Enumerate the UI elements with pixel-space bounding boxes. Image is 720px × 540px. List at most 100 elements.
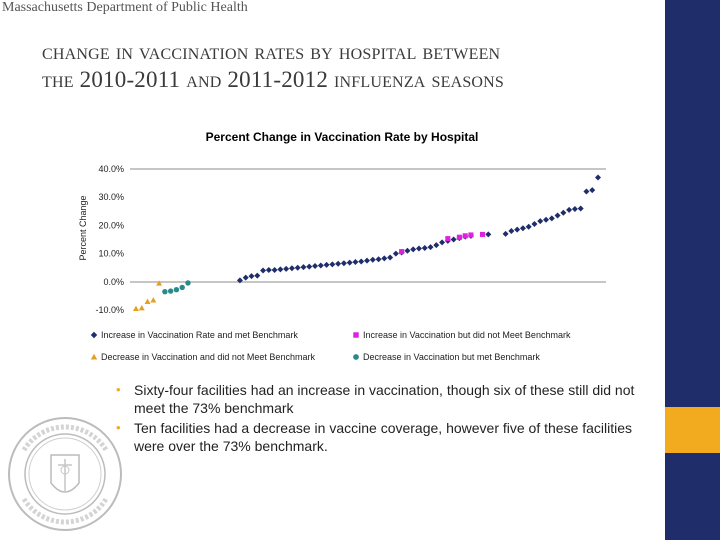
data-point-diamond	[571, 206, 578, 213]
data-point-diamond	[525, 223, 532, 230]
organization-header: Massachusetts Department of Public Healt…	[2, 0, 248, 15]
data-point-diamond	[583, 188, 590, 195]
legend-label: Decrease in Vaccination but met Benchmar…	[363, 352, 540, 362]
legend-label: Increase in Vaccination Rate and met Ben…	[101, 330, 298, 340]
y-tick-label: 10.0%	[98, 249, 124, 259]
legend-marker-square	[353, 332, 359, 338]
data-point-diamond	[358, 258, 365, 265]
data-point-circle	[179, 284, 185, 291]
y-tick-label: -10.0%	[95, 305, 124, 315]
y-axis-label: Percent Change	[78, 195, 88, 260]
data-point-square	[479, 231, 486, 237]
bullet-text: Sixty-four facilities had an increase in…	[134, 382, 635, 416]
data-point-diamond	[323, 261, 330, 268]
data-point-diamond	[288, 265, 295, 272]
slide-title-line-2: the 2010-2011 and 2011-2012 Influenza Se…	[42, 67, 505, 92]
data-point-diamond	[433, 242, 440, 249]
data-point-diamond	[450, 236, 457, 243]
data-point-diamond	[340, 260, 347, 267]
legend-marker-circle	[353, 354, 359, 360]
bullet-item: • Ten facilities had a decrease in vaccin…	[116, 419, 656, 455]
data-point-circle	[185, 280, 191, 286]
legend-label: Decrease in Vaccination and did not Meet…	[101, 352, 315, 362]
data-point-diamond	[375, 256, 382, 263]
y-tick-label: 0.0%	[103, 277, 124, 287]
data-point-square	[462, 233, 468, 239]
data-point-square	[445, 236, 451, 242]
data-point-diamond	[537, 218, 544, 225]
y-tick-label: 40.0%	[98, 164, 124, 174]
data-point-diamond	[543, 216, 550, 223]
data-point-diamond	[260, 267, 267, 274]
data-point-circle	[167, 288, 174, 294]
data-point-diamond	[277, 266, 284, 273]
bullet-list: • Sixty-four facilities had an increase i…	[116, 381, 656, 457]
data-point-diamond	[508, 228, 515, 235]
data-point-triangle	[150, 297, 157, 303]
data-point-triangle	[138, 305, 145, 311]
data-point-diamond	[410, 246, 417, 253]
data-point-diamond	[364, 257, 370, 264]
data-point-square	[399, 249, 405, 255]
y-axis-ticks: 40.0% 30.0% 20.0% 10.0% 0.0% -10.0%	[95, 164, 124, 315]
data-point-triangle	[156, 280, 163, 286]
y-tick-label: 20.0%	[98, 220, 124, 230]
data-point-circle	[162, 288, 168, 295]
y-tick-label: 30.0%	[98, 192, 124, 202]
data-point-diamond	[271, 266, 278, 273]
data-point-diamond	[306, 263, 313, 270]
data-point-circle	[173, 286, 180, 293]
data-point-diamond	[554, 212, 561, 219]
data-point-diamond	[329, 261, 336, 268]
legend-marker-diamond	[90, 331, 98, 339]
chart-legend: Increase in Vaccination Rate and met Ben…	[90, 330, 571, 362]
bullet-text: Ten facilities had a decrease in vaccine…	[134, 420, 633, 454]
data-point-diamond	[236, 277, 243, 284]
data-point-diamond	[369, 256, 376, 263]
legend-label: Increase in Vaccination but did not Meet…	[363, 330, 571, 340]
data-point-diamond	[294, 264, 301, 271]
data-point-diamond	[392, 250, 399, 257]
data-point-diamond	[577, 205, 584, 212]
data-point-diamond	[589, 187, 596, 194]
data-point-diamond	[514, 226, 521, 233]
data-point-diamond	[404, 247, 411, 254]
data-point-diamond	[283, 265, 290, 272]
data-point-triangle	[144, 298, 151, 304]
chart-title: Percent Change in Vaccination Rate by Ho…	[206, 130, 479, 144]
slide-title: Change in Vaccination Rates by Hospital …	[42, 38, 682, 94]
data-point-diamond	[265, 266, 272, 273]
bullet-icon: •	[116, 382, 121, 397]
data-point-diamond	[595, 174, 601, 181]
vaccination-chart: Percent Change in Vaccination Rate by Ho…	[78, 130, 606, 362]
data-point-diamond	[560, 209, 567, 216]
slide-title-line-1: Change in Vaccination Rates by Hospital …	[42, 39, 501, 64]
data-point-square	[456, 234, 462, 240]
data-point-diamond	[346, 259, 353, 266]
data-point-square	[468, 232, 474, 238]
data-point-diamond	[242, 274, 249, 281]
data-point-diamond	[312, 263, 319, 270]
decorative-side-bar	[665, 0, 720, 407]
data-point-diamond	[531, 220, 538, 227]
decorative-accent-bar	[665, 407, 720, 453]
data-point-diamond	[317, 262, 324, 269]
bullet-item: • Sixty-four facilities had an increase i…	[116, 381, 656, 417]
data-point-diamond	[254, 272, 261, 279]
data-point-diamond	[502, 230, 509, 237]
data-point-diamond	[485, 231, 492, 238]
data-point-diamond	[387, 254, 394, 261]
massachusetts-dph-seal	[8, 417, 122, 531]
bullet-icon: •	[116, 420, 121, 435]
data-point-diamond	[248, 273, 255, 280]
data-point-diamond	[335, 260, 342, 267]
data-point-diamond	[548, 215, 555, 222]
data-point-triangle	[133, 305, 139, 311]
data-point-diamond	[421, 244, 428, 251]
data-point-diamond	[415, 245, 422, 252]
data-point-diamond	[439, 239, 446, 246]
data-points	[133, 174, 601, 311]
data-point-diamond	[352, 259, 359, 266]
data-point-diamond	[300, 264, 307, 271]
data-point-diamond	[566, 206, 573, 213]
